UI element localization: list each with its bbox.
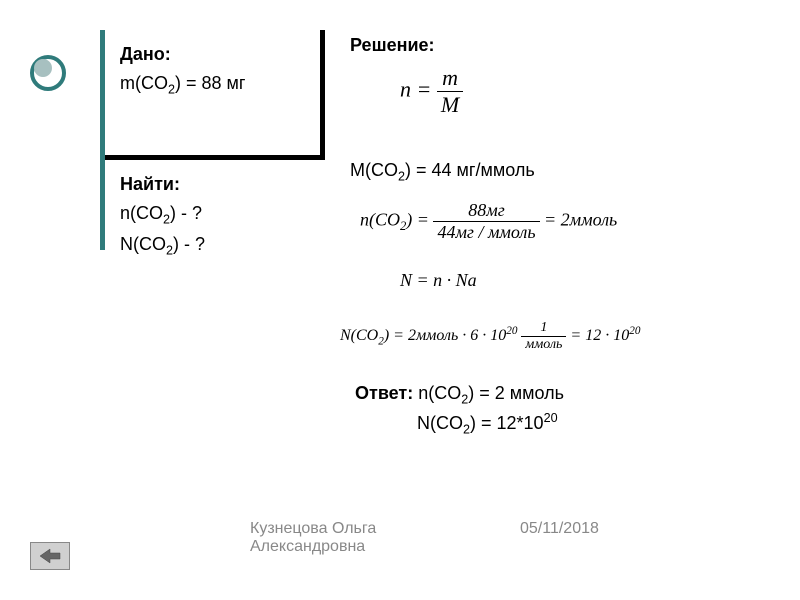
given-heading: Дано: [120, 40, 246, 69]
given-section: Дано: m(CO2) = 88 мг [120, 40, 246, 100]
author-footer: Кузнецова Ольга Александровна [250, 520, 430, 556]
formula-n-co2-calc: n(CO2) = 88мг 44мг / ммоль = 2ммоль [360, 200, 617, 243]
answer-line-1: Ответ: n(CO2) = 2 ммоль [355, 380, 564, 409]
formula-N-co2-calc: N(CO2) = 2ммоль · 6 · 1020 1 ммоль = 12 … [340, 320, 640, 353]
date-footer: 05/11/2018 [520, 520, 599, 538]
back-button[interactable] [30, 542, 70, 570]
divider-horizontal [105, 155, 325, 160]
find-heading: Найти: [120, 170, 205, 199]
divider-vertical [320, 30, 325, 160]
accent-vertical-line [100, 30, 105, 250]
find-section: Найти: n(CO2) - ? N(CO2) - ? [120, 170, 205, 260]
slide-bullet [30, 55, 66, 91]
molar-mass-line: M(CO2) = 44 мг/ммоль [350, 160, 535, 184]
formula-n-equals-m-over-M: n = m M [400, 65, 463, 118]
find-line-2: N(CO2) - ? [120, 230, 205, 261]
back-arrow-icon [38, 547, 62, 565]
answer-section: Ответ: n(CO2) = 2 ммоль N(CO2) = 12*1020 [355, 380, 564, 440]
find-line-1: n(CO2) - ? [120, 199, 205, 230]
formula-N-equals-n-Na: N = n · Na [400, 270, 477, 291]
answer-line-2: N(CO2) = 12*1020 [355, 409, 564, 439]
solution-heading: Решение: [350, 35, 435, 56]
given-line: m(CO2) = 88 мг [120, 69, 246, 100]
